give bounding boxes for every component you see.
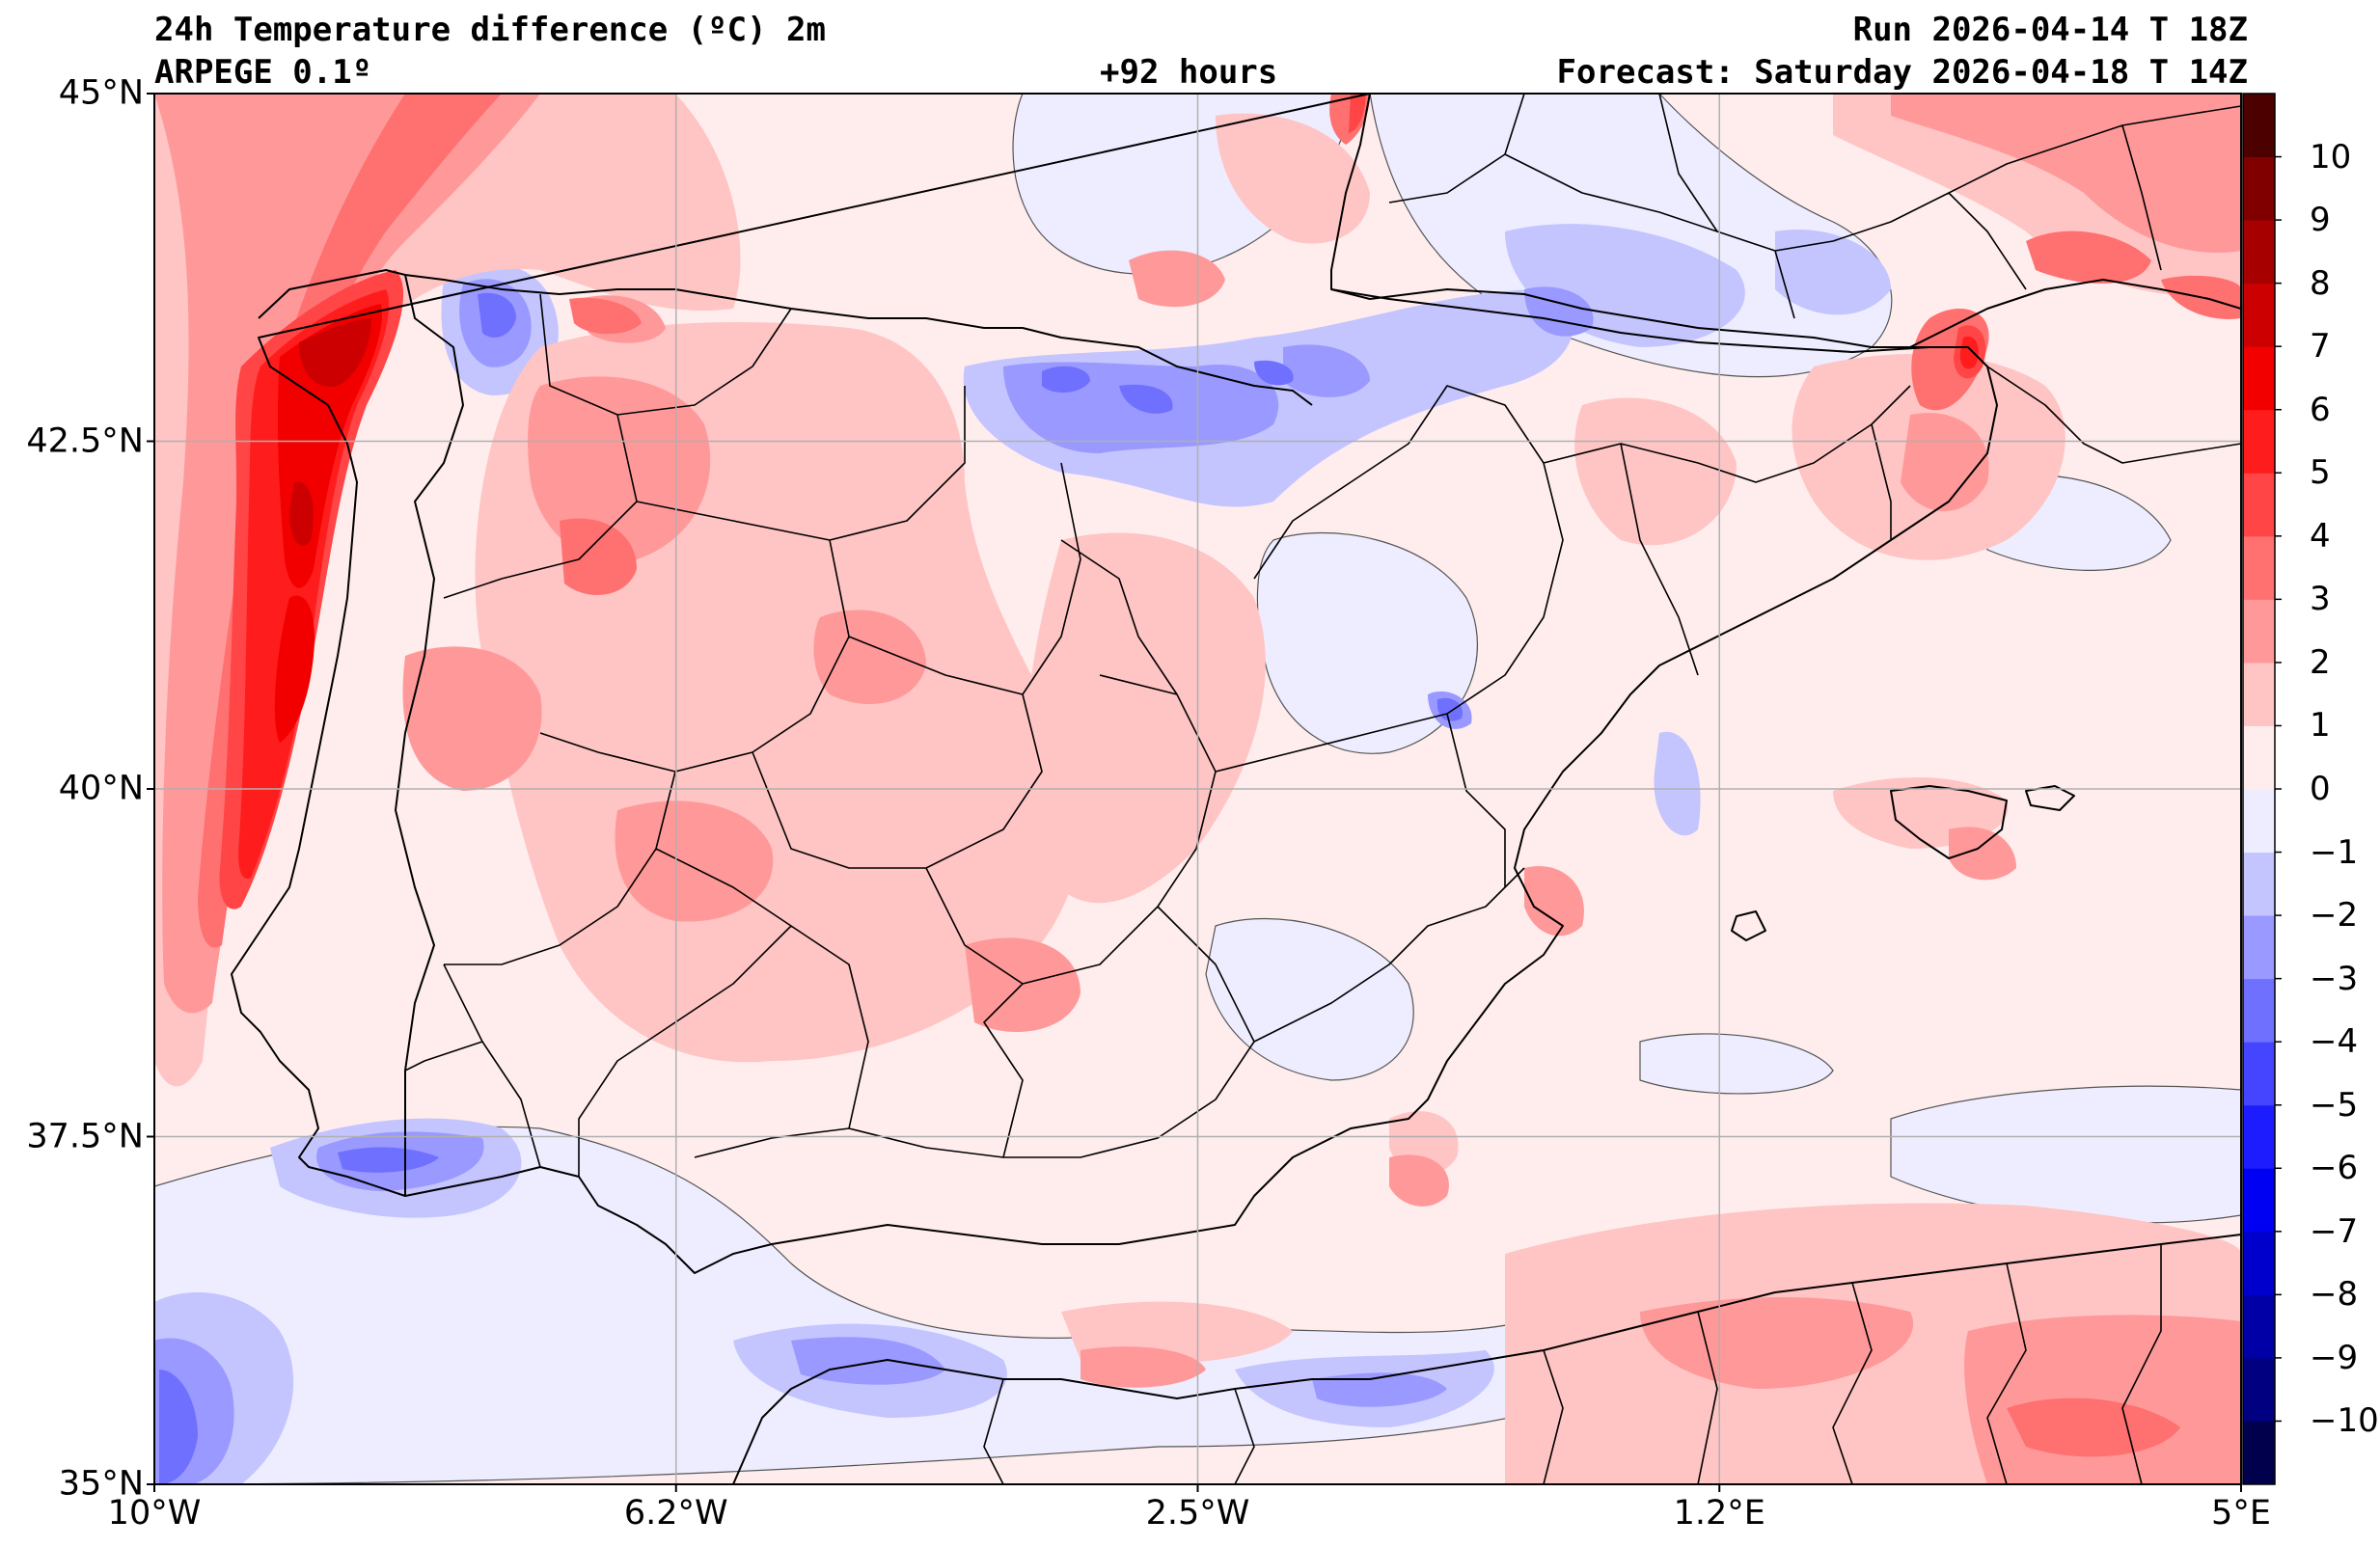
colorbar [2242,93,2282,1485]
colorbar-tick-label: −5 [2310,1085,2359,1125]
lat-tick-label: 42.5°N [26,421,144,460]
ibiza-coastline [1731,910,1766,941]
region-borders [404,94,2241,1484]
colorbar-tick-label: −3 [2310,959,2359,998]
colorbar-swatch [2243,535,2275,600]
colorbar-swatch [2243,1294,2275,1359]
colorbar-tick-label: 8 [2310,263,2331,303]
field-warming-2 [154,94,2241,1484]
colorbar-tick-label: −10 [2310,1401,2379,1441]
colorbar-swatch [2243,283,2275,347]
run-label: Run 2026-04-14 T 18Z [1852,11,2248,49]
north-africa-coastline [732,1234,2241,1484]
map-title: 24h Temperature difference (ºC) 2m [154,11,826,49]
colorbar-tick-label: 5 [2310,453,2331,493]
forecast-time-label: Forecast: Saturday 2026-04-18 T 14Z [1556,53,2248,92]
colorbar-swatch [2243,1357,2275,1422]
colorbar-swatch [2243,346,2275,411]
colorbar-swatch [2243,789,2275,854]
colorbar-swatch [2243,1042,2275,1106]
colorbar-swatch [2243,599,2275,664]
colorbar-tick-label: 1 [2310,706,2331,746]
lon-tick-label: 6.2°W [623,1494,728,1533]
field-warming-7 [289,318,371,546]
lon-tick-label: 5°E [2211,1494,2271,1533]
colorbar-tick-label: 2 [2310,642,2331,682]
colorbar-tick-label: 10 [2310,137,2352,176]
colorbar-swatch [2243,1168,2275,1233]
colorbar-tick-label: −2 [2310,896,2359,936]
lat-tick-label: 35°N [58,1464,144,1504]
lat-tick-label: 37.5°N [26,1117,144,1155]
colorbar-tick-label: 6 [2310,390,2331,429]
lon-tick-label: 1.2°E [1673,1494,1765,1533]
lead-time-label: +92 hours [1100,53,1278,92]
colorbar-tick-label: −8 [2310,1275,2359,1315]
model-label: ARPEGE 0.1º [154,53,372,92]
lat-tick-label: 40°N [58,769,144,808]
lon-tick-label: 10°W [107,1494,202,1533]
colorbar-swatch [2243,1231,2275,1295]
menorca-coastline [2025,785,2075,811]
colorbar-tick-label: −7 [2310,1211,2359,1251]
border-france-spain [1330,288,1930,353]
lon-tick-label: 2.5°W [1145,1494,1250,1533]
colorbar-swatch [2243,1104,2275,1169]
colorbar-swatch [2243,852,2275,916]
field-cooling-3 [159,292,1463,1484]
colorbar-swatch [2243,409,2275,474]
axis-ticks [147,93,2242,1492]
colorbar-tick-label: −1 [2310,832,2359,872]
colorbar-tick-label: 9 [2310,201,2331,240]
colorbar-tick-label: −4 [2310,1022,2359,1062]
colorbar-swatch [2243,978,2275,1043]
colorbar-swatch [2243,473,2275,537]
colorbar-tick-label: −6 [2310,1149,2359,1188]
field-warming-5 [238,289,1979,879]
colorbar-tick-label: 3 [2310,580,2331,619]
colorbar-tick-label: −9 [2310,1338,2359,1377]
colorbar-tick-label: 4 [2310,516,2331,556]
lat-tick-label: 45°N [58,73,144,113]
colorbar-swatch [2243,915,2275,980]
border-portugal-spain [395,274,464,1196]
france-coastline [1909,279,2241,348]
colorbar-swatch [2243,725,2275,790]
colorbar-tick-label: 0 [2310,770,2331,808]
colorbar-swatch [2243,220,2275,285]
colorbar-swatch [2243,1421,2275,1485]
colorbar-swatch [2243,156,2275,221]
colorbar-tick-label: 7 [2310,327,2331,366]
colorbar-swatch [2243,662,2275,726]
colorbar-swatch [2243,94,2275,158]
